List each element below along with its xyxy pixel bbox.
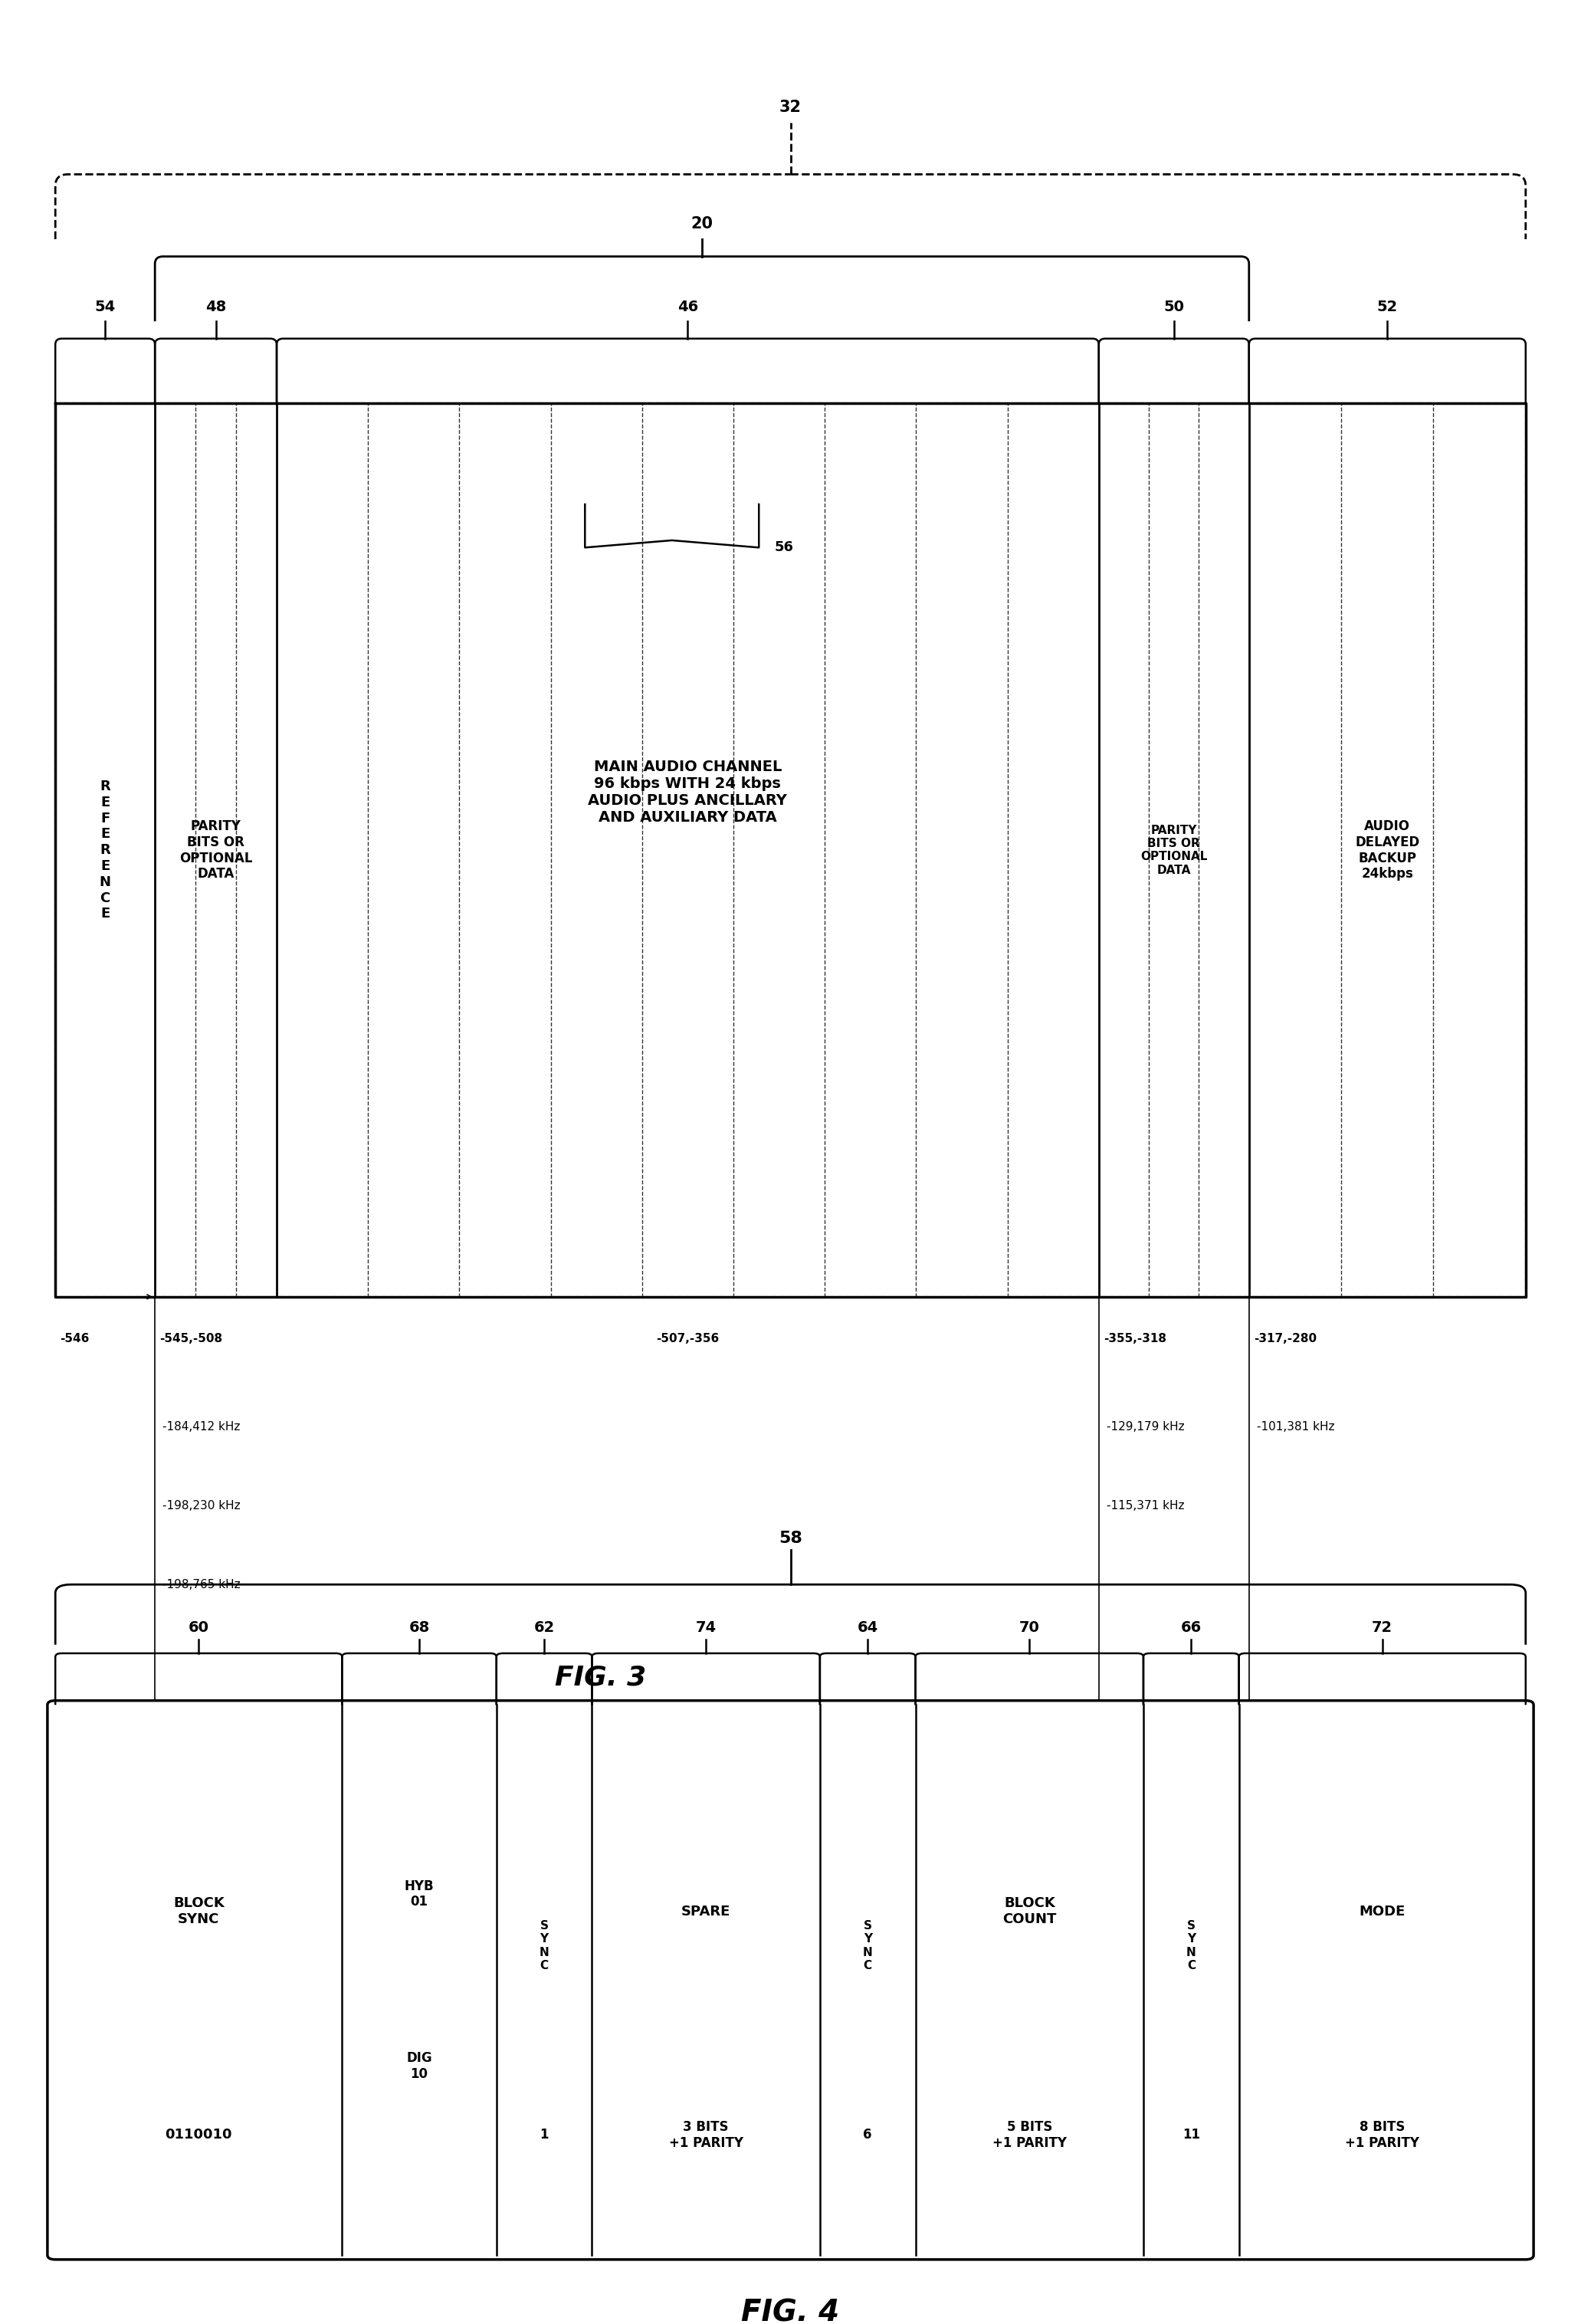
Text: 3 BITS
+1 PARITY: 3 BITS +1 PARITY bbox=[669, 2119, 743, 2150]
Text: 6: 6 bbox=[863, 2129, 873, 2143]
Text: -507,-356: -507,-356 bbox=[656, 1332, 719, 1343]
Text: S
Y
N
C: S Y N C bbox=[1186, 1920, 1197, 1971]
Text: 72: 72 bbox=[1372, 1620, 1393, 1636]
Text: 66: 66 bbox=[1181, 1620, 1202, 1636]
Text: R
E
F
E
R
E
N
C
E: R E F E R E N C E bbox=[100, 779, 111, 920]
Text: -355,-318: -355,-318 bbox=[1104, 1332, 1167, 1343]
Text: BLOCK
SYNC: BLOCK SYNC bbox=[172, 1896, 225, 1927]
Text: 46: 46 bbox=[677, 300, 699, 314]
Text: FIG. 4: FIG. 4 bbox=[741, 2298, 840, 2324]
Text: -198,230 kHz: -198,230 kHz bbox=[163, 1499, 240, 1511]
Text: HYB
01: HYB 01 bbox=[405, 1880, 435, 1908]
Text: S
Y
N
C: S Y N C bbox=[539, 1920, 549, 1971]
Text: 60: 60 bbox=[188, 1620, 209, 1636]
Text: 48: 48 bbox=[206, 300, 226, 314]
Text: 52: 52 bbox=[1377, 300, 1398, 314]
Text: 11: 11 bbox=[1183, 2129, 1200, 2143]
Text: -198,765 kHz: -198,765 kHz bbox=[163, 1580, 240, 1590]
Text: FIG. 3: FIG. 3 bbox=[555, 1664, 647, 1690]
Text: 54: 54 bbox=[95, 300, 115, 314]
Text: MAIN AUDIO CHANNEL
96 kbps WITH 24 kbps
AUDIO PLUS ANCILLARY
AND AUXILIARY DATA: MAIN AUDIO CHANNEL 96 kbps WITH 24 kbps … bbox=[588, 760, 787, 825]
Text: -115,371 kHz: -115,371 kHz bbox=[1107, 1499, 1184, 1511]
Text: PARITY
BITS OR
OPTIONAL
DATA: PARITY BITS OR OPTIONAL DATA bbox=[1140, 825, 1208, 876]
Text: 0110010: 0110010 bbox=[164, 2129, 232, 2143]
Text: S
Y
N
C: S Y N C bbox=[863, 1920, 873, 1971]
Text: 56: 56 bbox=[775, 541, 794, 555]
Text: MODE: MODE bbox=[1360, 1903, 1406, 1917]
Text: 8 BITS
+1 PARITY: 8 BITS +1 PARITY bbox=[1345, 2119, 1420, 2150]
Text: 32: 32 bbox=[779, 100, 802, 116]
Text: BLOCK
COUNT: BLOCK COUNT bbox=[1002, 1896, 1056, 1927]
Text: 50: 50 bbox=[1164, 300, 1184, 314]
Text: 68: 68 bbox=[409, 1620, 430, 1636]
Text: PARITY
BITS OR
OPTIONAL
DATA: PARITY BITS OR OPTIONAL DATA bbox=[179, 820, 253, 881]
Text: DIG
10: DIG 10 bbox=[406, 2052, 432, 2080]
Text: -184,412 kHz: -184,412 kHz bbox=[163, 1420, 240, 1432]
Text: -129,179 kHz: -129,179 kHz bbox=[1107, 1420, 1184, 1432]
Text: -101,381 kHz: -101,381 kHz bbox=[1257, 1420, 1334, 1432]
Text: 1: 1 bbox=[539, 2129, 549, 2143]
Text: 58: 58 bbox=[779, 1532, 802, 1545]
Text: 70: 70 bbox=[1020, 1620, 1040, 1636]
Text: AUDIO
DELAYED
BACKUP
24kbps: AUDIO DELAYED BACKUP 24kbps bbox=[1355, 820, 1420, 881]
Text: -546: -546 bbox=[60, 1332, 90, 1343]
Text: -317,-280: -317,-280 bbox=[1254, 1332, 1317, 1343]
Text: -545,-508: -545,-508 bbox=[160, 1332, 223, 1343]
Text: 5 BITS
+1 PARITY: 5 BITS +1 PARITY bbox=[993, 2119, 1067, 2150]
Text: 74: 74 bbox=[696, 1620, 716, 1636]
Text: 20: 20 bbox=[691, 216, 713, 232]
Text: 62: 62 bbox=[534, 1620, 555, 1636]
Text: 64: 64 bbox=[857, 1620, 877, 1636]
Text: SPARE: SPARE bbox=[681, 1903, 730, 1917]
